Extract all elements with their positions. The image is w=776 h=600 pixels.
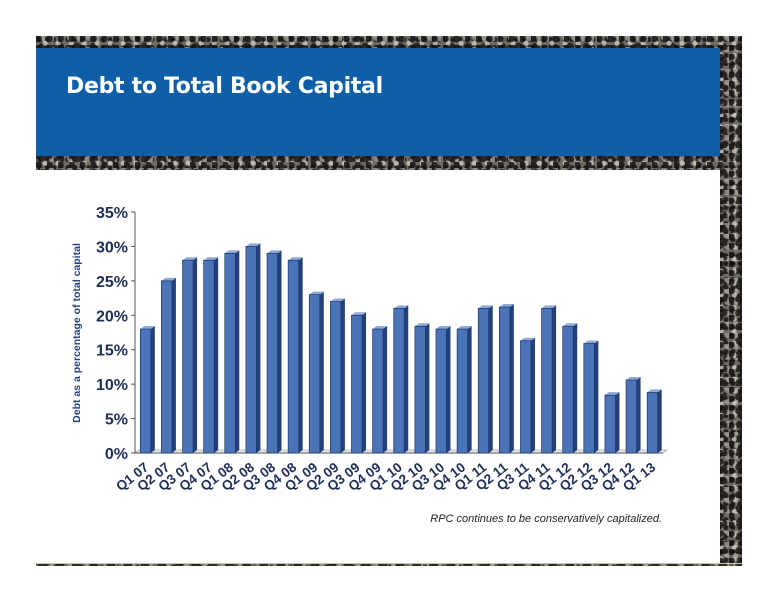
bar-side bbox=[657, 389, 662, 453]
bar-side bbox=[425, 323, 430, 453]
bar-top bbox=[140, 326, 155, 330]
bar-top bbox=[647, 389, 662, 393]
bar-side bbox=[319, 291, 324, 453]
bar bbox=[203, 259, 215, 454]
bar-side bbox=[256, 243, 261, 453]
bar bbox=[224, 252, 236, 454]
bar-top bbox=[224, 250, 240, 254]
bar bbox=[161, 280, 173, 454]
bar bbox=[499, 306, 511, 454]
bar-top bbox=[267, 250, 282, 254]
bar-top bbox=[393, 305, 409, 309]
bar-top bbox=[161, 277, 176, 281]
bar-top bbox=[626, 377, 641, 381]
bar-top bbox=[499, 304, 514, 308]
bar-side bbox=[509, 304, 514, 453]
bar-top bbox=[288, 257, 303, 261]
bar-side bbox=[150, 326, 155, 453]
bar-top bbox=[583, 340, 599, 344]
bar bbox=[308, 294, 321, 454]
bar bbox=[604, 394, 616, 454]
bar bbox=[372, 328, 384, 454]
y-tick-label: 5% bbox=[105, 412, 128, 429]
bar-side bbox=[446, 326, 451, 453]
bar-top bbox=[372, 326, 388, 330]
bar-top bbox=[351, 312, 367, 316]
bar-side bbox=[277, 250, 282, 453]
bar bbox=[625, 379, 637, 454]
y-axis-title: Debt as a percentage of total capital bbox=[71, 243, 83, 423]
y-tick-label: 0% bbox=[105, 446, 128, 463]
footer-divider bbox=[36, 563, 742, 564]
y-tick-label: 25% bbox=[96, 274, 128, 291]
bar-side bbox=[171, 277, 176, 453]
bar bbox=[456, 328, 468, 454]
bar bbox=[541, 308, 553, 454]
y-tick-label: 15% bbox=[96, 343, 128, 360]
bar bbox=[287, 259, 299, 454]
bar-top bbox=[414, 323, 430, 327]
bar bbox=[266, 252, 278, 454]
y-tick-label: 35% bbox=[96, 205, 128, 222]
y-tick-label: 30% bbox=[96, 239, 128, 256]
bar-top bbox=[541, 305, 557, 309]
bar-side bbox=[362, 312, 367, 453]
bar-top bbox=[245, 243, 261, 247]
bar-top bbox=[478, 305, 493, 309]
bar-top bbox=[203, 257, 219, 261]
bar-side bbox=[573, 323, 578, 453]
bar-side bbox=[636, 377, 641, 453]
bar bbox=[477, 308, 490, 454]
bar-top bbox=[309, 291, 324, 295]
bar-side bbox=[235, 250, 240, 453]
bar-top bbox=[604, 392, 620, 396]
bar-side bbox=[383, 326, 388, 453]
title-banner: Debt to Total Book Capital bbox=[36, 48, 720, 156]
bar-side bbox=[594, 340, 599, 453]
bar-side bbox=[404, 305, 409, 453]
bar-side bbox=[530, 337, 535, 453]
bar-top bbox=[182, 257, 198, 261]
bar-top bbox=[562, 323, 578, 327]
bar bbox=[330, 301, 342, 454]
bar-side bbox=[193, 257, 198, 453]
bar bbox=[393, 308, 405, 454]
bar bbox=[583, 343, 595, 454]
bar bbox=[139, 328, 152, 454]
bar bbox=[520, 340, 532, 454]
slide-title: Debt to Total Book Capital bbox=[66, 74, 383, 99]
bar-side bbox=[552, 305, 557, 453]
bar-top bbox=[435, 326, 451, 330]
bar bbox=[646, 392, 659, 454]
bar bbox=[414, 325, 426, 454]
bar-side bbox=[467, 326, 472, 453]
bar-top bbox=[330, 298, 345, 302]
y-tick-label: 20% bbox=[96, 308, 128, 325]
bar-top bbox=[457, 326, 472, 330]
bar bbox=[562, 325, 574, 454]
y-tick-label: 10% bbox=[96, 377, 128, 394]
bar-side bbox=[214, 257, 219, 453]
bar-top bbox=[520, 337, 535, 341]
chart-caption: RPC continues to be conservatively capit… bbox=[430, 513, 662, 525]
bar-side bbox=[615, 392, 620, 453]
bar bbox=[351, 314, 363, 454]
bar bbox=[182, 259, 194, 454]
bar-side bbox=[298, 257, 303, 453]
bar-side bbox=[340, 298, 345, 453]
bar-side bbox=[488, 305, 493, 453]
bar bbox=[435, 328, 447, 454]
bar bbox=[245, 246, 257, 454]
